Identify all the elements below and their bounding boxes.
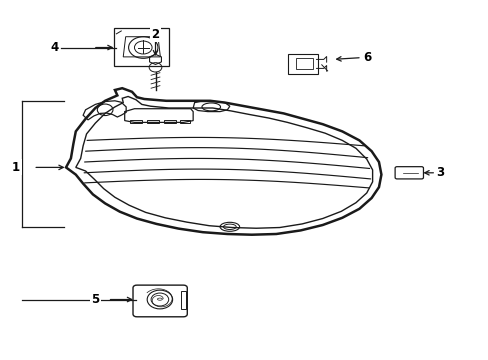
Text: 4: 4 bbox=[51, 41, 59, 54]
FancyBboxPatch shape bbox=[114, 28, 169, 66]
Bar bbox=[295, 58, 313, 69]
FancyBboxPatch shape bbox=[394, 167, 423, 179]
FancyBboxPatch shape bbox=[287, 54, 317, 74]
Text: 2: 2 bbox=[151, 28, 159, 41]
Text: 3: 3 bbox=[435, 166, 443, 179]
FancyBboxPatch shape bbox=[133, 285, 187, 317]
Text: 6: 6 bbox=[363, 51, 371, 64]
Text: 5: 5 bbox=[91, 293, 99, 306]
Text: 1: 1 bbox=[12, 161, 20, 174]
